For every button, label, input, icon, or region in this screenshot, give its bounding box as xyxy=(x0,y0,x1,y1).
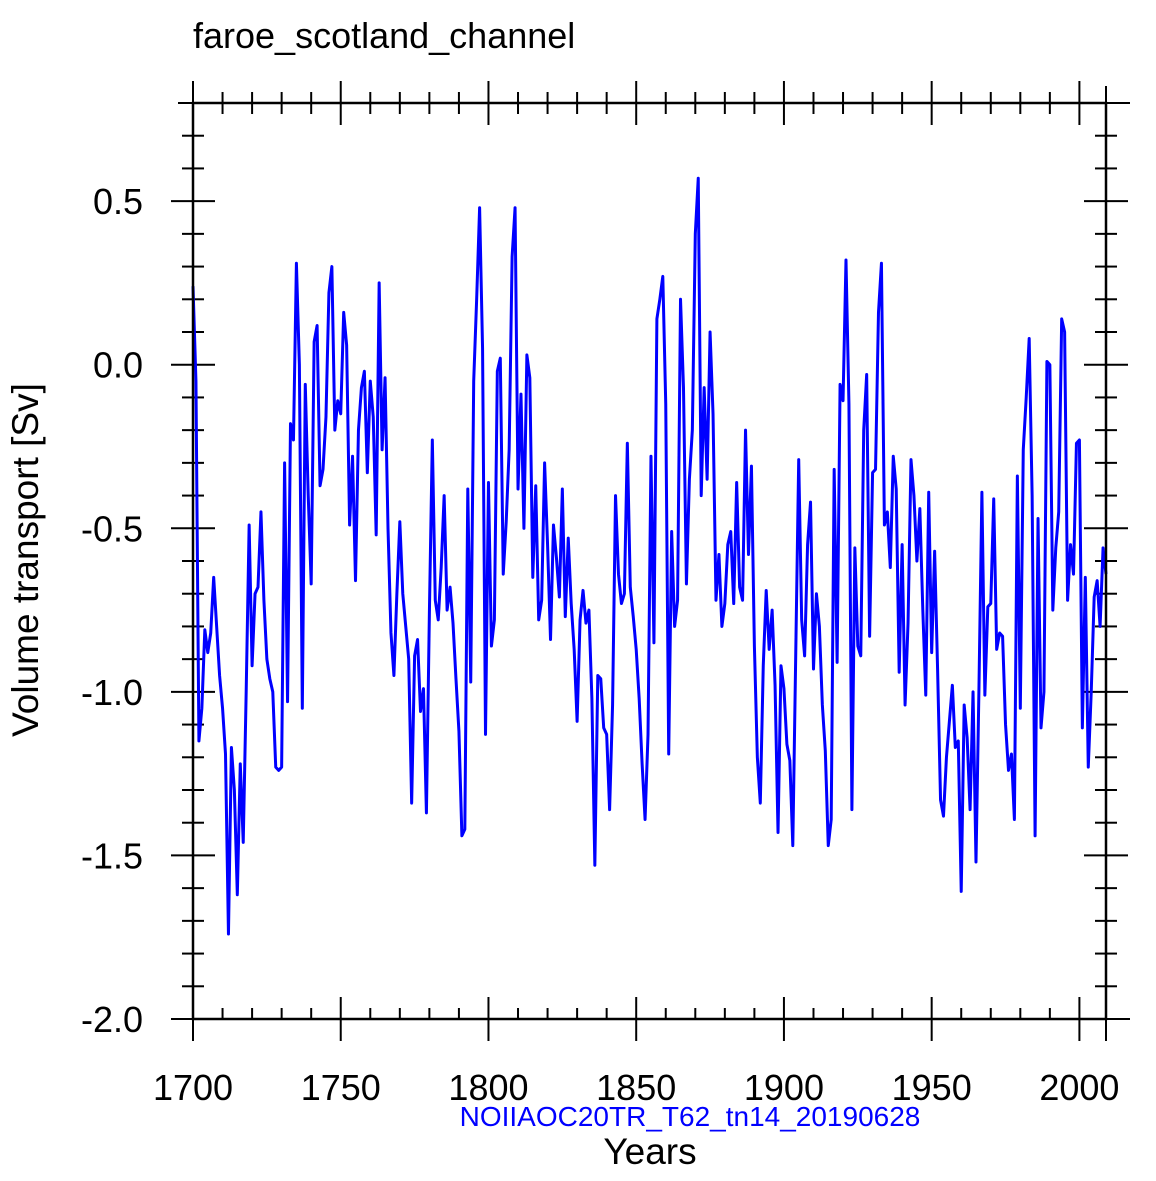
y-tick-label: -0.5 xyxy=(81,508,143,549)
x-tick-label: 1850 xyxy=(596,1067,676,1108)
y-tick-label: -1.0 xyxy=(81,672,143,713)
y-tick-label: -2.0 xyxy=(81,999,143,1040)
x-tick-label: 1950 xyxy=(892,1067,972,1108)
y-axis-title: Volume transport [Sv] xyxy=(5,383,46,737)
x-tick-label: 1750 xyxy=(301,1067,381,1108)
x-tick-label: 1700 xyxy=(153,1067,233,1108)
y-tick-label: 0.5 xyxy=(93,181,143,222)
x-tick-label: 1900 xyxy=(744,1067,824,1108)
axis-tick-labels: 1700 1750 1800 1850 1900 1950 2000 -2.0 -1.5 -1.0… xyxy=(81,181,1120,1108)
plot-frame xyxy=(191,101,1108,1021)
case-label: NOIIAOC20TR_T62_tn14_20190628 xyxy=(460,1101,921,1132)
x-axis-title: Years xyxy=(603,1131,696,1172)
data-series-line xyxy=(191,176,1108,936)
y-tick-label: -1.5 xyxy=(81,835,143,876)
chart-title: faroe_scotland_channel xyxy=(193,15,575,56)
x-tick-label: 2000 xyxy=(1039,1067,1119,1108)
x-tick-label: 1800 xyxy=(448,1067,528,1108)
y-tick-label: 0.0 xyxy=(93,345,143,386)
